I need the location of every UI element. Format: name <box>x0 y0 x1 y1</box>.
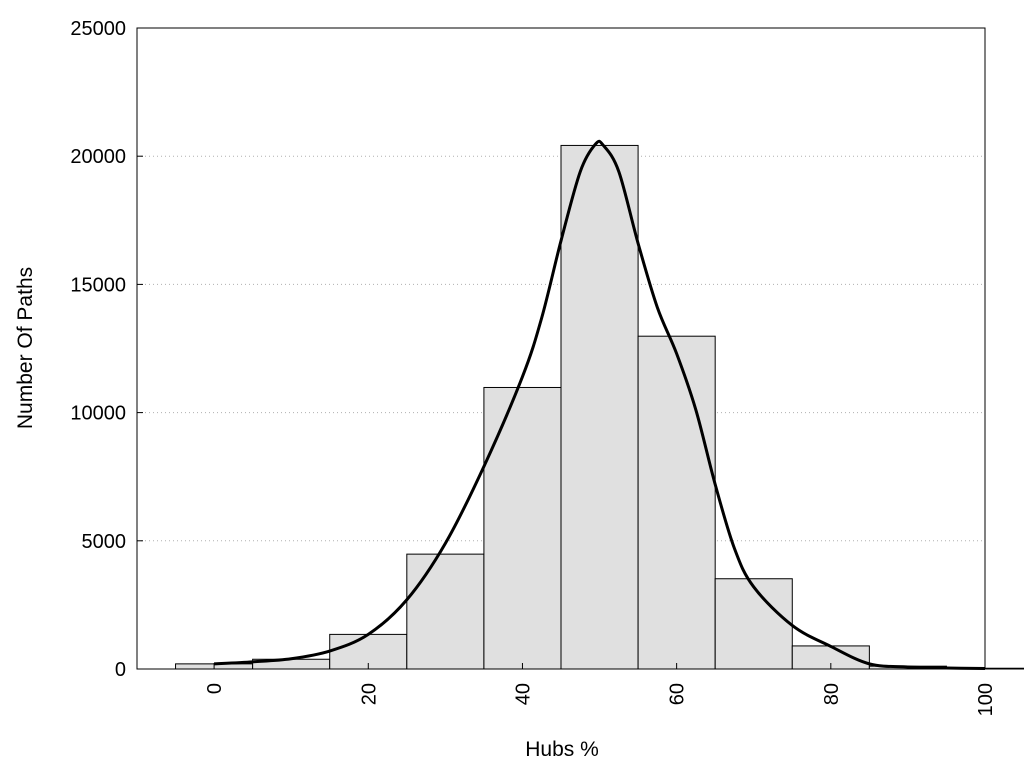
histogram-bar <box>483 386 562 670</box>
x-axis-title: Hubs % <box>525 738 599 761</box>
histogram-bar <box>714 578 793 670</box>
x-tick-label: 60 <box>667 683 689 705</box>
y-tick-label: 20000 <box>70 146 126 168</box>
x-tick-label: 20 <box>358 683 380 705</box>
density-curve-layer <box>214 139 986 670</box>
x-tick-label: 0 <box>204 683 226 694</box>
y-tick-label: 5000 <box>82 531 127 553</box>
x-tick-label: 100 <box>975 683 997 716</box>
y-axis-title: Number Of Paths <box>14 267 37 429</box>
y-tick-label: 15000 <box>70 274 126 296</box>
histogram-bars <box>175 144 1024 670</box>
y-tick-label: 0 <box>115 659 126 681</box>
y-axis-ticks: 0 5000 10000 15000 20000 25000 <box>70 18 143 681</box>
histogram-bar <box>637 335 716 670</box>
y-tick-label: 25000 <box>70 18 126 40</box>
y-tick-label: 10000 <box>70 403 126 425</box>
x-tick-label: 80 <box>821 683 843 705</box>
histogram-bar <box>406 553 485 670</box>
x-axis-ticks: 0 20 40 60 80 100 <box>204 663 997 716</box>
histogram-bar <box>560 144 639 670</box>
plot-area-frame <box>136 27 986 670</box>
density-curve <box>214 139 986 670</box>
x-tick-label: 40 <box>512 683 534 705</box>
